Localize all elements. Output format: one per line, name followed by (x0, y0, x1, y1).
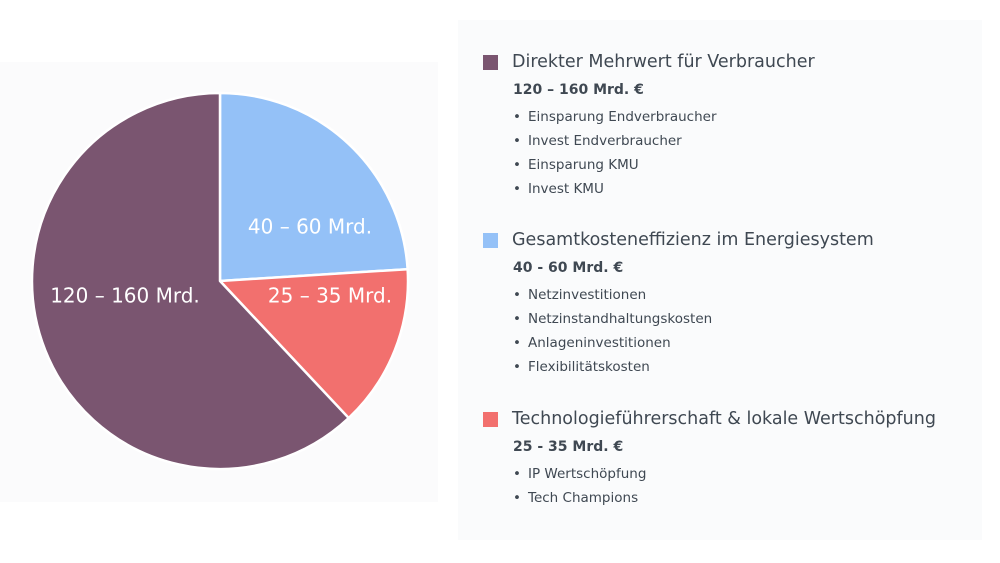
legend-title: Technologieführerschaft & lokale Wertsch… (512, 409, 936, 429)
slice-technologie (218, 267, 410, 420)
pie-chart: 120 – 160 Mrd. 40 – 60 Mrd. 25 – 35 Mrd. (30, 91, 410, 471)
legend-items: • Netzinvestitionen • Netzinstandhaltungsk… (513, 283, 874, 379)
list-item: • Netzinstandhaltungskosten (513, 311, 713, 327)
list-item: • Invest Endverbraucher (513, 133, 682, 149)
legend-panel: Direkter Mehrwert für Verbraucher 120 – … (458, 20, 982, 540)
slice-energiesystem (218, 91, 409, 283)
list-item: • IP Wertschöpfung (513, 466, 647, 482)
list-item: • Tech Champions (513, 490, 639, 506)
legend-swatch (483, 411, 498, 427)
legend-items: • IP Wertschöpfung • Tech Champions (513, 462, 936, 510)
list-item: • Flexibilitätskosten (513, 359, 650, 375)
slice-verbraucher (30, 91, 350, 471)
legend-items: • Einsparung Endverbraucher • Invest Endve… (513, 105, 815, 201)
legend-title: Direkter Mehrwert für Verbraucher (512, 52, 815, 72)
legend-title: Gesamtkosteneffizienz im Energiesystem (512, 230, 874, 250)
list-item: • Einsparung Endverbraucher (513, 109, 717, 125)
slice-label: 25 – 35 Mrd. (268, 284, 392, 308)
list-item: • Netzinvestitionen (513, 287, 647, 303)
list-item: • Einsparung KMU (513, 157, 639, 173)
legend-swatch (483, 54, 498, 70)
slice-label: 120 – 160 Mrd. (50, 284, 200, 308)
list-item: • Anlageninvestitionen (513, 335, 671, 351)
legend-value: 120 – 160 Mrd. € (513, 82, 644, 98)
legend-group-energiesystem: Gesamtkosteneffizienz im Energiesystem 4… (483, 228, 874, 379)
legend-value: 40 - 60 Mrd. € (513, 260, 624, 276)
legend-group-verbraucher: Direkter Mehrwert für Verbraucher 120 – … (483, 50, 815, 201)
slice-label: 40 – 60 Mrd. (248, 215, 372, 239)
legend-group-technologie: Technologieführerschaft & lokale Wertsch… (483, 407, 936, 510)
legend-swatch (483, 232, 498, 248)
legend-value: 25 - 35 Mrd. € (513, 439, 624, 455)
list-item: • Invest KMU (513, 181, 604, 197)
